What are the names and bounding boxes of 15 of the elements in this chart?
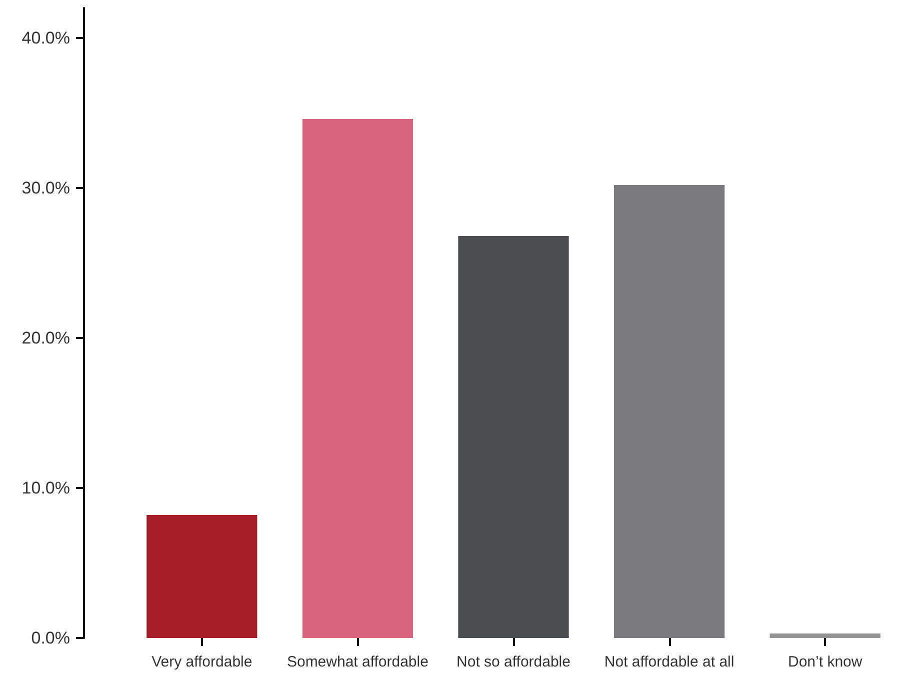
x-tick-label: Very affordable: [152, 654, 252, 670]
x-tick-label: Somewhat affordable: [286, 654, 428, 670]
bar: [458, 236, 569, 638]
bar: [302, 119, 414, 638]
bar: [146, 515, 258, 638]
bar: [614, 185, 725, 638]
x-tick-label: Not affordable at all: [604, 654, 734, 670]
x-tick-label: Not so affordable: [456, 654, 570, 670]
y-tick-label: 0.0%: [31, 628, 70, 648]
y-tick-label: 10.0%: [22, 478, 70, 498]
y-tick-label: 30.0%: [22, 178, 70, 198]
x-tick-label: Don’t know: [788, 654, 862, 670]
y-tick-label: 20.0%: [22, 328, 70, 348]
y-tick-label: 40.0%: [22, 28, 70, 48]
bar: [770, 634, 880, 638]
